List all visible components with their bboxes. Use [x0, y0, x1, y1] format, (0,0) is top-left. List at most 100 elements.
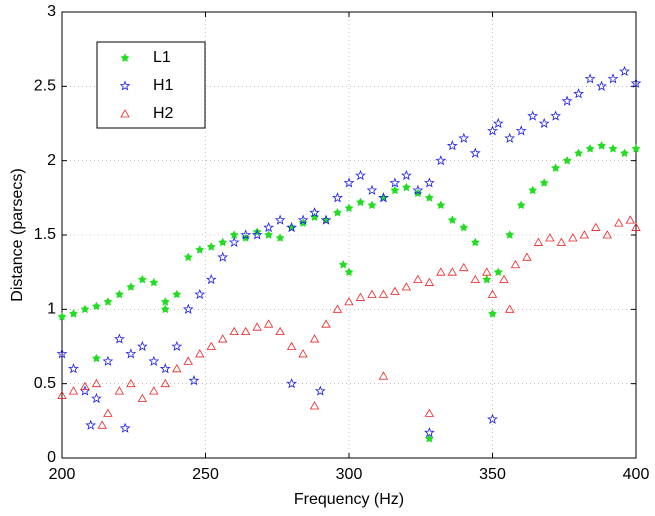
- y-tick-label: 1: [47, 301, 56, 318]
- data-point: [195, 349, 205, 358]
- data-point: [195, 245, 205, 254]
- data-point: [505, 230, 515, 239]
- data-point: [217, 251, 229, 262]
- data-point: [103, 408, 113, 417]
- data-point: [206, 242, 216, 251]
- data-point: [218, 334, 228, 343]
- data-point: [413, 274, 423, 283]
- data-point: [137, 393, 148, 402]
- data-point: [160, 378, 171, 388]
- data-point: [159, 363, 171, 374]
- data-point: [579, 230, 590, 239]
- data-point: [252, 322, 262, 331]
- data-point: [487, 289, 498, 298]
- data-point: [631, 222, 641, 231]
- data-point: [389, 177, 401, 188]
- data-point: [344, 203, 354, 212]
- data-point: [625, 215, 635, 224]
- data-point: [172, 363, 182, 373]
- data-point: [545, 233, 555, 242]
- data-point: [424, 434, 434, 443]
- data-point: [115, 289, 124, 299]
- data-point: [378, 192, 389, 203]
- data-point: [263, 319, 274, 328]
- data-point: [447, 215, 457, 224]
- data-point: [286, 378, 297, 389]
- data-point: [505, 304, 515, 313]
- data-point: [68, 363, 79, 374]
- data-point: [492, 117, 504, 129]
- legend-label: H1: [153, 77, 174, 94]
- data-point: [355, 169, 366, 181]
- data-point: [527, 110, 539, 121]
- data-point: [539, 178, 549, 187]
- data-point: [424, 427, 435, 438]
- data-point: [493, 267, 503, 276]
- data-point: [332, 192, 343, 203]
- data-point: [436, 200, 446, 209]
- data-point: [274, 214, 286, 225]
- data-point: [585, 144, 595, 153]
- data-point: [251, 229, 263, 240]
- data-point: [102, 355, 114, 366]
- data-point: [504, 132, 516, 143]
- data-point: [85, 419, 97, 430]
- y-axis-label: Distance (parsecs): [9, 168, 26, 301]
- data-point: [458, 132, 470, 143]
- data-point: [309, 207, 320, 218]
- data-point: [401, 182, 411, 192]
- legend-marker: [120, 53, 130, 62]
- data-point: [240, 326, 251, 336]
- data-point: [469, 147, 481, 158]
- data-point: [459, 222, 469, 232]
- data-point: [607, 73, 619, 84]
- data-point: [447, 267, 458, 276]
- data-point: [367, 200, 377, 209]
- data-point: [550, 110, 561, 121]
- data-point: [596, 80, 607, 91]
- data-point: [119, 422, 131, 433]
- data-point: [80, 381, 90, 391]
- data-point: [413, 188, 423, 198]
- data-point: [343, 177, 355, 188]
- y-tick-label: 0.5: [34, 375, 56, 392]
- data-point: [568, 233, 578, 242]
- data-point: [309, 401, 320, 410]
- x-tick-label: 350: [479, 466, 506, 483]
- data-point: [91, 353, 101, 363]
- data-point: [298, 349, 308, 358]
- data-point: [631, 144, 641, 153]
- data-point: [435, 155, 447, 166]
- data-point: [487, 125, 498, 136]
- y-tick-label: 2.5: [34, 78, 56, 95]
- data-point: [126, 282, 136, 291]
- legend-marker: [119, 80, 131, 91]
- data-point: [321, 319, 331, 328]
- y-tick-label: 2: [47, 152, 56, 169]
- data-point: [205, 273, 217, 285]
- data-point: [114, 333, 125, 344]
- data-point: [183, 252, 193, 262]
- data-point: [556, 237, 567, 246]
- y-tick-label: 0: [47, 449, 56, 466]
- data-point: [194, 288, 206, 300]
- data-point: [446, 140, 458, 151]
- data-point: [92, 301, 101, 311]
- data-point: [551, 163, 561, 172]
- data-point: [366, 184, 378, 195]
- data-point: [344, 267, 354, 276]
- data-point: [412, 184, 424, 195]
- data-point: [562, 156, 572, 165]
- data-point: [333, 208, 342, 217]
- data-point: [57, 390, 67, 399]
- data-point: [241, 233, 251, 242]
- data-point: [228, 236, 240, 248]
- data-point: [424, 177, 435, 188]
- data-point: [298, 218, 308, 227]
- data-point: [390, 286, 400, 295]
- data-point: [172, 289, 182, 299]
- data-point: [137, 340, 148, 352]
- data-point: [297, 214, 309, 225]
- data-point: [401, 169, 412, 181]
